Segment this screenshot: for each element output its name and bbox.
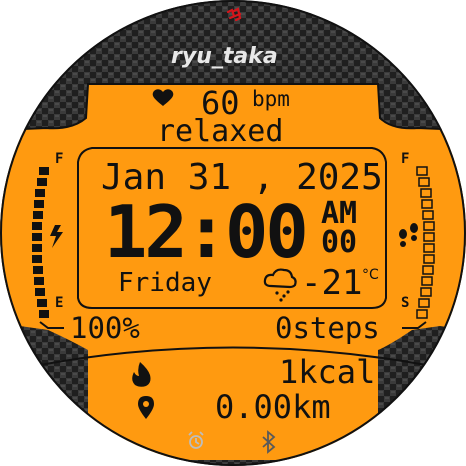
steps-segment	[423, 243, 435, 253]
rain-cloud-icon	[263, 268, 297, 302]
steps-segment	[422, 210, 434, 220]
lightning-icon	[50, 225, 63, 248]
steps-segment	[418, 177, 430, 187]
alarm-clock-icon	[188, 431, 204, 449]
flame-icon	[132, 362, 151, 387]
orange-panel	[0, 84, 466, 460]
time-box	[77, 147, 387, 309]
weekday-text: Friday	[118, 268, 212, 298]
battery-segment	[37, 178, 47, 186]
steps-segment	[421, 276, 433, 286]
bluetooth-icon	[262, 430, 276, 454]
steps-bottom-label: S	[401, 295, 410, 311]
battery-segment	[33, 211, 43, 219]
battery-segment	[34, 200, 44, 208]
heart-icon	[152, 89, 174, 106]
am-pm-indicator: AM	[321, 196, 358, 231]
steps-segment	[420, 287, 432, 297]
date-text: Jan 31 , 2025	[101, 157, 383, 198]
steps-segment	[421, 199, 433, 209]
battery-segment	[34, 277, 44, 285]
steps-segment	[416, 166, 428, 176]
temperature-value: -21	[301, 263, 363, 303]
steps-segment	[422, 265, 434, 275]
battery-segment	[35, 288, 45, 296]
time-display: 12:00	[104, 190, 309, 274]
heart-rate-value: 60	[201, 84, 240, 122]
battery-gauge	[32, 167, 49, 318]
steps-segment	[420, 188, 432, 198]
steps-count: 0steps	[275, 311, 380, 345]
battery-percent: 100%	[70, 311, 140, 345]
steps-segment	[416, 309, 428, 319]
location-pin-icon	[138, 396, 154, 419]
steps-segment	[423, 221, 435, 231]
battery-segment	[35, 189, 45, 197]
battery-segment	[37, 299, 47, 307]
footprints-icon	[399, 223, 418, 247]
steps-segment	[418, 298, 430, 308]
calories-value: 1kcal	[279, 353, 376, 391]
distance-value: 0.00km	[215, 388, 331, 426]
battery-segment	[33, 266, 43, 274]
steps-gauge	[416, 166, 435, 319]
seconds-display: 00	[321, 225, 358, 260]
battery-segment	[39, 167, 49, 175]
battery-segment	[32, 244, 42, 252]
steps-segment	[423, 254, 435, 264]
steps-top-label: F	[401, 151, 410, 167]
battery-bottom-label: E	[55, 295, 64, 311]
battery-segment	[32, 233, 42, 241]
steps-segment	[423, 232, 435, 242]
heart-rate-unit: bpm	[252, 87, 290, 111]
battery-segment	[32, 255, 42, 263]
battery-top-label: F	[55, 151, 64, 167]
brand-name: ryu_taka	[171, 44, 278, 69]
lower-divider	[39, 346, 427, 366]
brand-logo	[226, 7, 242, 22]
temperature-unit: °C	[362, 267, 379, 283]
battery-segment	[39, 310, 49, 318]
heart-rate-state: relaxed	[157, 114, 284, 149]
battery-segment	[32, 222, 42, 230]
